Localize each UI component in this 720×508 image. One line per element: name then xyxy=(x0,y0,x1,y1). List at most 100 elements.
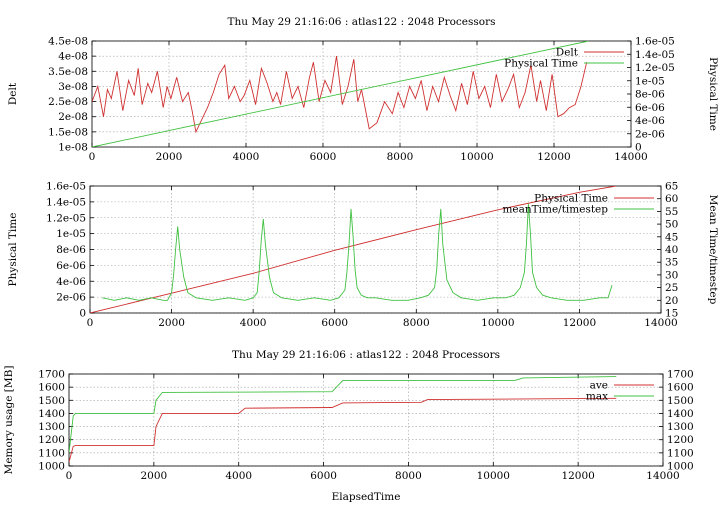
x-tick-label: 12000 xyxy=(561,470,594,482)
x-tick-label: 12000 xyxy=(537,151,570,163)
series-line-delt xyxy=(92,56,588,134)
y2-tick-label: 45 xyxy=(665,231,678,243)
x-tick-label: 4000 xyxy=(240,317,267,329)
x-tick-label: 14000 xyxy=(646,470,679,482)
y-tick-label: 1.4e-05 xyxy=(46,196,86,208)
y-tick-label: 1e-05 xyxy=(56,228,86,240)
y2-tick-label: 25 xyxy=(665,282,678,294)
chart-title: Thu May 29 21:16:06 : atlas122 : 2048 Pr… xyxy=(227,16,495,28)
y2-tick-label: 1e-05 xyxy=(635,75,665,87)
y2-tick-label: 1600 xyxy=(667,382,694,394)
plot-frame xyxy=(68,373,664,467)
x-tick-label: 8000 xyxy=(395,470,422,482)
x-tick-label: 12000 xyxy=(563,317,596,329)
y-tick-label: 1400 xyxy=(38,408,65,420)
legend-label: max xyxy=(586,391,608,403)
x-tick-label: 14000 xyxy=(614,151,647,163)
series-line-physical-time xyxy=(90,186,617,313)
legend-label: Physical Time xyxy=(504,58,578,70)
y2-tick-label: 15 xyxy=(665,308,678,320)
series-line-physical-time xyxy=(92,41,589,147)
y2-tick-label: 55 xyxy=(665,206,678,218)
y-tick-label: 3.5e-08 xyxy=(48,66,88,78)
y-tick-label: 1.5e-08 xyxy=(48,126,88,138)
y-axis-label: Delt xyxy=(7,82,19,105)
y-tick-label: 1100 xyxy=(38,447,65,459)
y2-axis-label: Mean Time/timestep xyxy=(707,195,719,305)
y2-tick-label: 1000 xyxy=(667,461,694,473)
y-tick-label: 1.2e-05 xyxy=(46,212,86,224)
y2-tick-label: 60 xyxy=(665,193,678,205)
legend-label: Physical Time xyxy=(534,193,608,205)
x-tick-label: 14000 xyxy=(644,317,677,329)
y-tick-label: 1200 xyxy=(38,434,65,446)
y2-tick-label: 1300 xyxy=(667,421,694,433)
y2-tick-label: 8e-06 xyxy=(635,89,665,101)
y-tick-label: 3e-08 xyxy=(58,81,88,93)
x-tick-label: 0 xyxy=(89,151,96,163)
y2-tick-label: 1400 xyxy=(667,408,694,420)
y-tick-label: 1e-08 xyxy=(58,142,88,154)
y2-tick-label: 50 xyxy=(665,219,678,231)
x-tick-label: 2000 xyxy=(156,151,183,163)
legend-label: meanTime/timestep xyxy=(502,204,608,216)
y-tick-label: 2.5e-08 xyxy=(48,96,88,108)
x-tick-label: 10000 xyxy=(477,470,510,482)
x-tick-label: 2000 xyxy=(140,470,167,482)
y-tick-label: 2e-06 xyxy=(56,292,86,304)
y2-tick-label: 0 xyxy=(635,142,642,154)
x-tick-label: 6000 xyxy=(321,317,348,329)
x-axis-label: ElapsedTime xyxy=(332,491,401,503)
y2-axis-label: Physical Time xyxy=(707,57,719,131)
series-line-ave xyxy=(69,397,617,463)
y-tick-label: 1.6e-05 xyxy=(46,181,86,193)
y-tick-label: 1000 xyxy=(38,461,65,473)
y-tick-label: 1700 xyxy=(38,369,65,381)
x-tick-label: 2000 xyxy=(158,317,185,329)
y2-tick-label: 65 xyxy=(665,181,678,193)
x-tick-label: 6000 xyxy=(310,151,337,163)
y-tick-label: 1300 xyxy=(38,421,65,433)
y-tick-label: 4e-06 xyxy=(56,276,86,288)
y2-tick-label: 40 xyxy=(665,244,678,256)
x-tick-label: 10000 xyxy=(460,151,493,163)
y-tick-label: 2e-08 xyxy=(58,111,88,123)
x-tick-label: 0 xyxy=(66,470,73,482)
y2-tick-label: 1.4e-05 xyxy=(635,49,675,61)
y-axis-label: Physical Time xyxy=(7,213,19,287)
chart-title: Thu May 29 21:16:06 : atlas122 : 2048 Pr… xyxy=(232,349,500,361)
y2-tick-label: 1.6e-05 xyxy=(635,36,675,48)
y-tick-label: 4e-08 xyxy=(58,51,88,63)
x-tick-label: 0 xyxy=(87,317,94,329)
y2-tick-label: 4e-06 xyxy=(635,115,665,127)
y-tick-label: 8e-06 xyxy=(56,244,86,256)
y2-tick-label: 1500 xyxy=(667,395,694,407)
series-line-meantime-timestep xyxy=(102,203,613,301)
y2-tick-label: 1100 xyxy=(667,447,694,459)
y2-tick-label: 1.2e-05 xyxy=(635,62,675,74)
y-tick-label: 0 xyxy=(79,308,86,320)
y2-tick-label: 1200 xyxy=(667,434,694,446)
x-tick-label: 6000 xyxy=(310,470,337,482)
y2-tick-label: 35 xyxy=(665,257,678,269)
x-tick-label: 8000 xyxy=(403,317,430,329)
y2-tick-label: 1700 xyxy=(667,369,694,381)
legend-label: Delt xyxy=(556,47,579,59)
y-tick-label: 1600 xyxy=(38,382,65,394)
y2-tick-label: 2e-06 xyxy=(635,128,665,140)
legend-label: ave xyxy=(590,380,608,392)
x-tick-label: 4000 xyxy=(225,470,252,482)
y2-tick-label: 30 xyxy=(665,269,678,281)
y-tick-label: 6e-06 xyxy=(56,260,86,272)
series-line-max xyxy=(69,376,617,453)
y2-tick-label: 6e-06 xyxy=(635,102,665,114)
x-tick-label: 8000 xyxy=(387,151,414,163)
y2-tick-label: 20 xyxy=(665,295,678,307)
y-axis-label: Memory usage [MB] xyxy=(3,366,15,475)
x-tick-label: 4000 xyxy=(233,151,260,163)
x-tick-label: 10000 xyxy=(481,317,514,329)
y-tick-label: 1500 xyxy=(38,395,65,407)
y-tick-label: 4.5e-08 xyxy=(48,36,88,48)
